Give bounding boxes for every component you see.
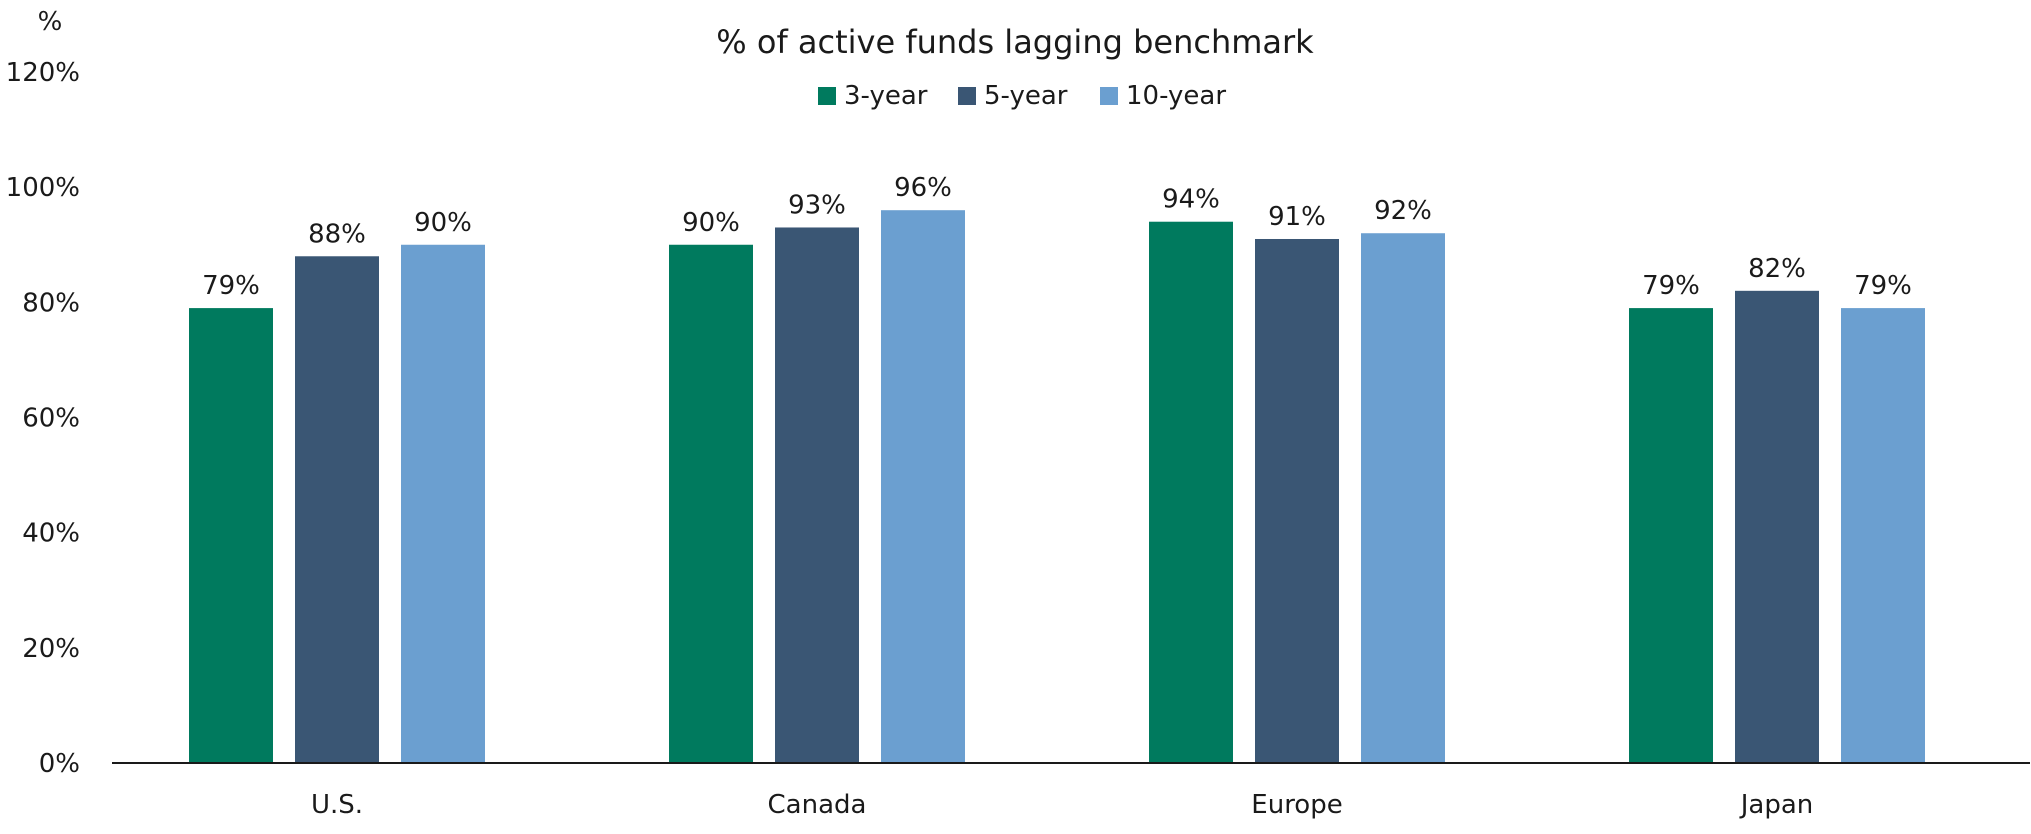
y-tick-label: 120% bbox=[6, 58, 80, 88]
data-labels: 79% 88% 90% 90% 93% 96% 94% 91% 92% 79% 82% 79% bbox=[202, 173, 1912, 301]
legend-swatch-5-year bbox=[958, 87, 976, 105]
bar-3-year-europe bbox=[1149, 221, 1233, 763]
data-label: 92% bbox=[1374, 196, 1432, 226]
legend-swatch-10-year bbox=[1100, 87, 1118, 105]
data-label: 93% bbox=[788, 190, 846, 220]
x-axis-categories: U.S. Canada Europe Japan bbox=[311, 790, 1813, 820]
data-label: 82% bbox=[1748, 254, 1806, 284]
bar-10-year-canada bbox=[881, 210, 965, 763]
x-category-label: U.S. bbox=[311, 790, 363, 820]
legend-label-5-year: 5-year bbox=[984, 81, 1068, 111]
data-label: 90% bbox=[682, 208, 740, 238]
legend-label-10-year: 10-year bbox=[1126, 81, 1226, 111]
data-label: 79% bbox=[202, 271, 260, 301]
chart-title: % of active funds lagging benchmark bbox=[716, 23, 1314, 61]
bar-5-year-canada bbox=[775, 227, 859, 764]
data-label: 90% bbox=[414, 208, 472, 238]
data-label: 94% bbox=[1162, 185, 1220, 215]
y-tick-label: 20% bbox=[22, 634, 80, 664]
y-tick-label: 100% bbox=[6, 173, 80, 203]
bars bbox=[189, 210, 1925, 764]
y-axis-ticks: 0% 20% 40% 60% 80% 100% 120% bbox=[6, 58, 80, 779]
bar-3-year-u-s bbox=[189, 308, 273, 763]
data-label: 79% bbox=[1854, 271, 1912, 301]
data-label: 79% bbox=[1642, 271, 1700, 301]
bar-10-year-japan bbox=[1841, 308, 1925, 763]
legend-swatch-3-year bbox=[818, 87, 836, 105]
y-tick-label: 0% bbox=[39, 749, 80, 779]
legend-label-3-year: 3-year bbox=[844, 81, 928, 111]
bar-3-year-japan bbox=[1629, 308, 1713, 763]
y-axis-unit-label: % bbox=[38, 7, 63, 37]
x-category-label: Canada bbox=[768, 790, 867, 820]
data-label: 96% bbox=[894, 173, 952, 203]
x-category-label: Japan bbox=[1739, 790, 1814, 820]
bar-5-year-europe bbox=[1255, 238, 1339, 763]
bar-5-year-u-s bbox=[295, 256, 379, 763]
y-tick-label: 60% bbox=[22, 404, 80, 434]
y-tick-label: 40% bbox=[22, 519, 80, 549]
data-label: 88% bbox=[308, 219, 366, 249]
legend: 3-year 5-year 10-year bbox=[818, 81, 1226, 111]
x-category-label: Europe bbox=[1251, 790, 1342, 820]
bar-10-year-europe bbox=[1361, 233, 1445, 763]
bar-3-year-canada bbox=[669, 244, 753, 763]
data-label: 91% bbox=[1268, 202, 1326, 232]
bar-5-year-japan bbox=[1735, 290, 1819, 763]
y-tick-label: 80% bbox=[22, 288, 80, 318]
bar-10-year-u-s bbox=[401, 244, 485, 763]
